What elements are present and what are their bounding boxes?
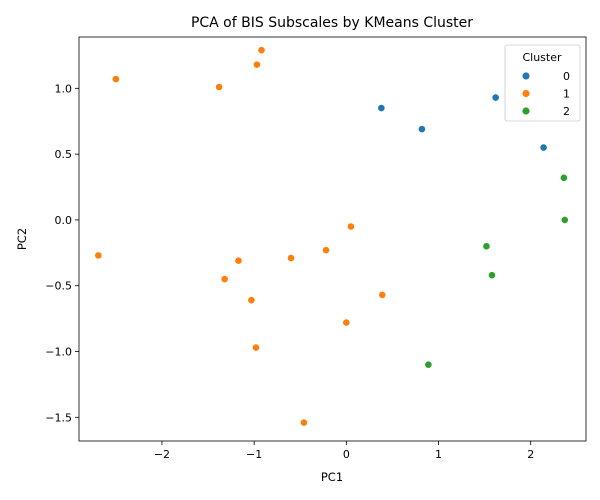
data-point-cluster-0	[491, 93, 500, 102]
y-tick-label: −1.0	[45, 346, 72, 359]
y-axis-label: PC2	[15, 228, 29, 250]
y-tick-label: −0.5	[45, 280, 72, 293]
x-tick-label: −2	[154, 448, 170, 461]
x-axis-label: PC1	[321, 470, 343, 484]
data-point-cluster-2	[424, 360, 433, 369]
data-point-cluster-2	[560, 216, 569, 224]
y-axis: −1.5 −1.0 −0.5 0.0 0.5 1.0	[45, 82, 79, 424]
legend-label-0: 0	[563, 70, 570, 83]
plot-frame	[78, 36, 587, 442]
x-tick-label: −1	[246, 448, 262, 461]
data-point-cluster-1	[253, 60, 261, 69]
data-point-cluster-1	[252, 343, 260, 352]
data-point-cluster-0	[539, 143, 548, 152]
data-point-cluster-1	[287, 254, 295, 262]
y-tick-label: 1.0	[55, 82, 73, 95]
data-point-cluster-1	[94, 251, 103, 260]
data-point-cluster-2	[482, 242, 491, 251]
legend-title: Cluster	[522, 51, 562, 64]
data-point-cluster-1	[247, 296, 256, 305]
data-point-cluster-1	[257, 46, 266, 55]
data-point-cluster-1	[234, 256, 243, 265]
data-point-cluster-1	[378, 291, 387, 299]
data-point-cluster-1	[342, 318, 351, 327]
x-tick-label: 0	[343, 448, 350, 461]
y-tick-label: 0.0	[55, 214, 73, 227]
legend-label-2: 2	[563, 105, 570, 118]
y-tick-label: 0.5	[55, 148, 73, 161]
x-tick-label: 2	[527, 448, 534, 461]
legend: Cluster 0 1 2	[504, 44, 581, 122]
x-tick-label: 1	[435, 448, 442, 461]
legend-label-1: 1	[563, 88, 570, 101]
data-point-cluster-1	[322, 246, 330, 255]
chart-title: PCA of BIS Subscales by KMeans Cluster	[191, 15, 473, 31]
data-point-cluster-2	[488, 271, 496, 280]
data-point-cluster-1	[347, 222, 355, 231]
data-point-cluster-2	[559, 173, 568, 182]
legend-marker-0	[522, 72, 530, 80]
data-point-cluster-1	[215, 83, 224, 91]
legend-marker-2	[522, 107, 530, 115]
data-point-cluster-1	[220, 275, 229, 284]
legend-items: 0 1 2	[522, 70, 570, 118]
data-point-cluster-1	[111, 75, 120, 84]
x-axis: −2 −1 0 1 2	[154, 441, 534, 461]
y-tick-label: −1.5	[45, 411, 72, 424]
data-point-cluster-0	[418, 125, 426, 134]
data-points	[94, 46, 569, 427]
legend-marker-1	[522, 89, 530, 98]
data-point-cluster-1	[300, 418, 308, 427]
data-point-cluster-0	[377, 104, 386, 112]
legend-box	[504, 44, 581, 122]
